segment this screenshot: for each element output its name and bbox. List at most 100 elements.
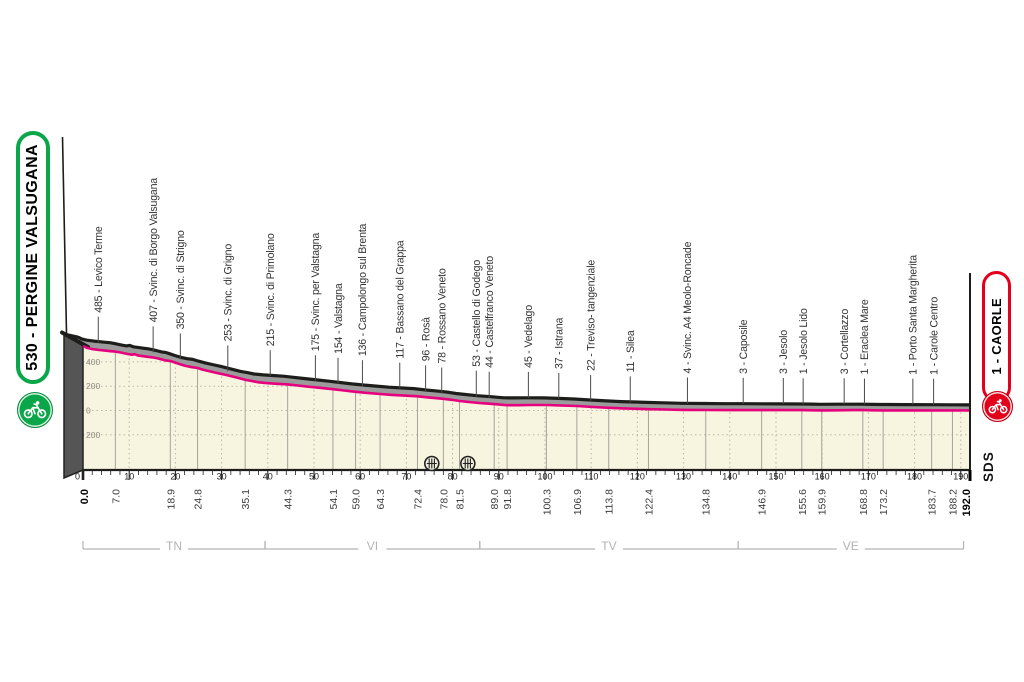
province-bracket: VI — [264, 539, 481, 553]
waypoint-label: 22 - Treviso- tangenziale — [585, 260, 597, 371]
km-distance-label: 192.0 — [961, 489, 973, 517]
finish-banner-label: 1 - CAORLE — [989, 298, 1004, 375]
waypoint-label: 136 - Campolongo sul Brenta — [357, 223, 369, 356]
level-crossing-icon — [423, 455, 440, 472]
ruler-number: 70 — [401, 472, 411, 482]
ruler-number: 90 — [494, 472, 504, 482]
km-distance-label: 44.3 — [283, 489, 295, 510]
waypoint-label: 78 - Rossano Veneto — [437, 268, 449, 363]
finish-banner: 1 - CAORLE — [982, 271, 1011, 402]
province-bracket: TN — [82, 539, 266, 553]
km-distance-label: 168.8 — [858, 489, 870, 515]
elevation-tick-label: 200 — [86, 381, 100, 391]
km-distance-label: 24.8 — [193, 489, 205, 510]
waypoint-label: 117 - Bassano del Grappa — [395, 240, 407, 358]
province-label: VI — [367, 539, 378, 553]
ruler-number: 20 — [170, 472, 180, 482]
waypoint-label: 1 - Porto Santa Margherita — [908, 255, 920, 375]
ruler-number: 10 — [124, 472, 134, 482]
cyclist-icon — [988, 399, 1007, 414]
waypoint-label: 154 - Valstagna — [333, 283, 345, 354]
km-distance-label: 134.8 — [701, 489, 713, 515]
terrain-fill — [83, 346, 970, 470]
waypoint-label: 3 - Jesolo — [778, 330, 790, 374]
waypoint-label: 253 - Svinc. di Grigno — [223, 244, 235, 342]
profile-cap-edge — [60, 330, 90, 349]
km-distance-label: 7.0 — [110, 489, 122, 504]
waypoint-label: 1 - Eraclea Mare — [859, 299, 871, 374]
km-ruler: 0 10 20 30 40 50 60 70 80 90 100 110 120 130 140 150 160… — [75, 468, 972, 482]
cyclist-icon — [23, 401, 47, 419]
waypoint-label: 37 - Istrana — [554, 317, 566, 368]
km-distance-label: 122.4 — [643, 489, 655, 515]
finish-cyclist-badge — [982, 391, 1013, 422]
km-distance-label: 173.2 — [878, 489, 890, 515]
km-distance-label: 113.8 — [604, 489, 616, 515]
elevation-tick-label: 0 — [86, 406, 91, 416]
ruler-number: 50 — [309, 472, 319, 482]
ruler-number: 40 — [263, 472, 273, 482]
waypoint-label: 175 - Svinc. per Valstagna — [310, 233, 322, 352]
km-distance-label: 78.0 — [438, 489, 450, 510]
km-distance-label: 100.3 — [541, 489, 553, 515]
ruler-number: 150 — [768, 472, 783, 482]
km-distance-label: 0.0 — [79, 489, 91, 504]
ruler-number: 120 — [630, 472, 645, 482]
profile-crest-line — [63, 332, 970, 407]
ruler-number: 100 — [537, 472, 552, 482]
province-label: TV — [601, 539, 616, 553]
elevation-tick-label: 400 — [86, 357, 100, 367]
ruler-number: 80 — [448, 472, 458, 482]
race-route-line — [82, 344, 970, 412]
province-bracket: VE — [737, 539, 965, 553]
sds-watermark: SDS — [981, 451, 996, 482]
level-crossing-icon — [460, 455, 476, 472]
start-banner-label: 530 - PERGINE VALSUGANA — [24, 144, 41, 371]
elevation-tick-label: 200 — [86, 430, 100, 440]
km-distance-label: 106.9 — [572, 489, 584, 515]
km-distance-label: 146.9 — [757, 489, 769, 515]
waypoint-label: 53 - Castello di Godego — [471, 260, 483, 367]
waypoint-label: 3 - Caposile — [738, 319, 750, 373]
province-label: VE — [843, 539, 859, 553]
km-distance-label: 188.2 — [947, 489, 959, 515]
ruler-number: 60 — [355, 472, 365, 482]
waypoint-label: 4 - Svinc. A4 Meolo-Roncade — [682, 241, 694, 373]
start-cyclist-badge — [17, 392, 53, 428]
waypoint-label: 3 - Cortellazzo — [839, 309, 851, 375]
ruler-number: 190 — [953, 472, 968, 482]
km-distance-label: 81.5 — [455, 489, 467, 510]
km-distance-label: 35.1 — [240, 489, 252, 510]
waypoint-label: 407 - Svinc. di Borgo Valsugana — [148, 178, 160, 323]
km-distance-label: 159.9 — [817, 489, 829, 515]
km-distance-label: 91.8 — [502, 489, 514, 510]
ruler-number: 110 — [584, 472, 598, 482]
km-distance-label: 155.6 — [797, 489, 809, 515]
waypoint-label: 350 - Svinc. di Strigno — [175, 230, 187, 329]
profile-left-face — [63, 332, 84, 480]
waypoint-label: 485 - Levico Terme — [93, 226, 105, 313]
km-distance-label: 89.0 — [489, 489, 501, 510]
km-distance-label: 54.1 — [328, 489, 340, 510]
province-label: TN — [166, 539, 182, 553]
km-distance-label: 72.4 — [412, 489, 424, 510]
waypoint-label: 215 - Svinc. di Primolano — [265, 233, 277, 346]
km-distance-label: 183.7 — [927, 489, 939, 515]
start-banner: 530 - PERGINE VALSUGANA — [16, 131, 50, 384]
waypoint-label: 1 - Carole Centro — [928, 297, 940, 375]
waypoint-label: 44 - Castelfranco Veneto — [484, 256, 496, 368]
province-bracket: TV — [479, 539, 739, 553]
waypoint-label: 45 - Vedelago — [523, 305, 535, 368]
km-distance-label: 59.0 — [351, 489, 363, 510]
km-distance-label: 18.9 — [165, 489, 177, 510]
ruler-number: 140 — [722, 472, 737, 482]
km-distance-label: 64.3 — [375, 489, 387, 510]
ruler-number: 130 — [676, 472, 691, 482]
waypoint-label: 11 - Silea — [625, 330, 637, 372]
waypoint-label: 1 - Jesolo Lido — [798, 308, 810, 374]
ruler-number: 30 — [217, 472, 227, 482]
start-line — [61, 136, 68, 334]
ruler-number: 170 — [861, 472, 876, 482]
